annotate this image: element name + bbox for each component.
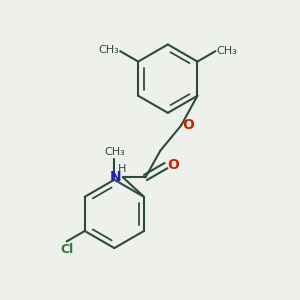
- Text: H: H: [118, 164, 126, 174]
- Text: Cl: Cl: [60, 243, 73, 256]
- Text: O: O: [183, 118, 194, 133]
- Text: CH₃: CH₃: [98, 45, 119, 55]
- Text: CH₃: CH₃: [104, 147, 125, 158]
- Text: N: N: [110, 170, 122, 184]
- Text: O: O: [167, 158, 179, 172]
- Text: CH₃: CH₃: [217, 46, 237, 56]
